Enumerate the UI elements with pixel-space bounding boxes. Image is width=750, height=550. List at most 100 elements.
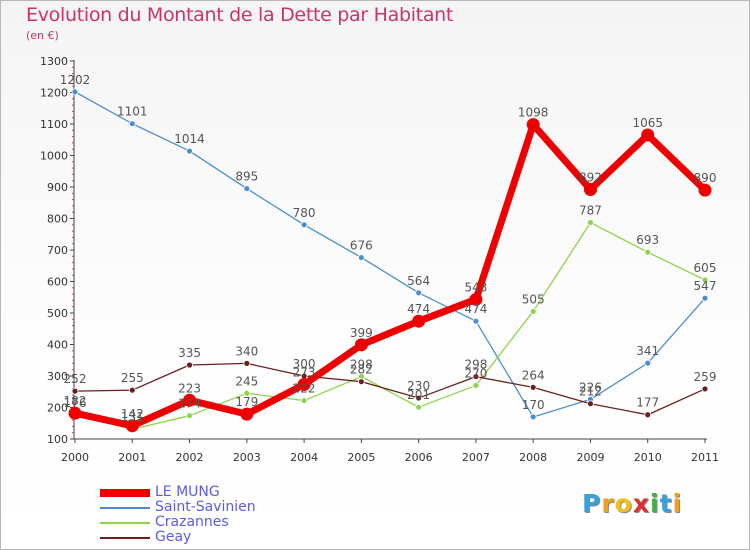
y-tick-label: 700 xyxy=(47,244,68,257)
data-label-le-mung: 892 xyxy=(579,171,602,185)
data-point-geay xyxy=(472,373,480,381)
data-point-saint-savinien xyxy=(472,317,480,325)
data-label-saint-savinien: 895 xyxy=(235,170,258,184)
logo-letter: r xyxy=(601,489,615,518)
data-point-saint-savinien xyxy=(415,289,423,297)
data-point-saint-savinien xyxy=(357,254,365,261)
data-label-le-mung: 179 xyxy=(235,395,258,409)
y-tick-label: 900 xyxy=(47,181,68,194)
data-point-geay xyxy=(71,387,79,395)
data-label-le-mung: 273 xyxy=(293,366,316,380)
x-tick-label: 2009 xyxy=(576,451,604,464)
data-label-saint-savinien: 1101 xyxy=(117,105,148,119)
y-tick-label: 100 xyxy=(47,433,68,446)
legend-label-crazannes: Crazannes xyxy=(155,514,229,530)
data-label-saint-savinien: 474 xyxy=(464,302,487,316)
data-point-crazannes xyxy=(644,248,652,256)
legend-swatch-geay xyxy=(100,536,150,539)
data-label-geay: 282 xyxy=(350,363,373,377)
x-tick-label: 2010 xyxy=(634,451,662,464)
legend-label-geay: Geay xyxy=(155,529,192,545)
data-label-saint-savinien: 1014 xyxy=(174,132,205,146)
x-tick-label: 2003 xyxy=(233,451,261,464)
y-tick-label: 600 xyxy=(47,276,68,289)
data-label-geay: 264 xyxy=(522,368,545,382)
legend-label-le-mung: LE MUNG xyxy=(155,484,220,500)
x-tick-label: 2002 xyxy=(176,451,204,464)
series-line-geay xyxy=(74,362,706,416)
data-label-le-mung: 223 xyxy=(178,381,201,395)
legend-swatch-crazannes xyxy=(100,521,150,524)
logo-letter: i xyxy=(672,489,683,518)
y-tick-label: 1000 xyxy=(40,150,68,163)
data-label-le-mung: 1098 xyxy=(518,106,549,120)
logo-letter: P xyxy=(582,489,602,518)
data-label-crazannes: 787 xyxy=(579,204,602,218)
x-tick-label: 2004 xyxy=(290,451,318,464)
data-point-le-mung xyxy=(297,378,311,392)
data-label-saint-savinien: 564 xyxy=(407,274,430,288)
data-label-geay: 255 xyxy=(121,371,144,385)
data-label-crazannes: 176 xyxy=(64,396,87,410)
legend-swatch-saint-savinien xyxy=(100,506,150,509)
data-point-geay xyxy=(357,378,365,386)
y-tick-label: 1200 xyxy=(40,87,68,100)
data-label-geay: 335 xyxy=(178,346,201,360)
y-tick-label: 800 xyxy=(47,213,68,226)
data-label-crazannes: 201 xyxy=(407,388,430,402)
logo-letter: o xyxy=(614,489,633,518)
data-label-crazannes: 131 xyxy=(121,410,144,424)
logo-letter: x xyxy=(632,489,650,518)
y-tick-label: 500 xyxy=(47,307,68,320)
data-point-crazannes xyxy=(300,397,308,404)
data-point-geay xyxy=(701,385,709,393)
x-tick-label: 2001 xyxy=(118,451,146,464)
data-label-geay: 212 xyxy=(579,385,602,399)
data-label-crazannes: 270 xyxy=(464,366,487,380)
y-tick-label: 300 xyxy=(47,370,68,383)
data-point-le-mung xyxy=(583,183,597,197)
proxiti-logo: Proxiti xyxy=(582,489,682,518)
data-point-crazannes xyxy=(243,389,251,397)
data-point-saint-savinien xyxy=(243,185,251,192)
data-point-saint-savinien xyxy=(701,294,709,302)
logo-letter: t xyxy=(659,489,673,518)
data-point-le-mung xyxy=(125,419,139,433)
y-tick-label: 1100 xyxy=(40,118,68,131)
data-point-crazannes xyxy=(472,382,480,389)
data-point-le-mung xyxy=(698,183,712,197)
data-label-saint-savinien: 676 xyxy=(350,239,373,253)
data-point-saint-savinien xyxy=(186,147,193,155)
data-point-crazannes xyxy=(587,219,594,226)
data-point-crazannes xyxy=(186,412,193,420)
x-tick-label: 2000 xyxy=(61,451,89,464)
data-label-le-mung: 543 xyxy=(464,280,487,294)
data-label-le-mung: 182 xyxy=(64,394,87,408)
data-point-saint-savinien xyxy=(300,221,308,229)
data-label-crazannes: 174 xyxy=(178,397,201,411)
data-point-le-mung xyxy=(68,406,82,420)
data-label-geay: 177 xyxy=(636,396,659,410)
data-label-crazannes: 693 xyxy=(636,233,659,247)
data-label-crazannes: 298 xyxy=(350,358,373,372)
data-point-le-mung xyxy=(354,338,368,352)
x-tick-label: 2005 xyxy=(347,451,375,464)
data-point-geay xyxy=(243,359,251,367)
x-tick-label: 2011 xyxy=(691,451,719,464)
data-label-crazannes: 222 xyxy=(293,382,316,396)
legend-label-saint-savinien: Saint-Savinien xyxy=(155,499,256,515)
y-tick-label: 1300 xyxy=(40,55,68,68)
chart-subtitle: (en €) xyxy=(26,29,59,42)
x-tick-label: 2008 xyxy=(519,451,547,464)
data-label-saint-savinien: 341 xyxy=(636,344,659,358)
data-label-geay: 230 xyxy=(407,379,430,393)
data-point-saint-savinien xyxy=(644,359,652,367)
data-point-le-mung xyxy=(641,128,655,142)
data-point-le-mung xyxy=(183,393,197,407)
data-point-le-mung xyxy=(469,292,483,306)
series-line-saint-savinien xyxy=(74,91,706,418)
data-label-le-mung: 1065 xyxy=(632,116,663,130)
data-label-geay: 340 xyxy=(235,344,258,358)
data-label-le-mung: 474 xyxy=(407,302,430,316)
